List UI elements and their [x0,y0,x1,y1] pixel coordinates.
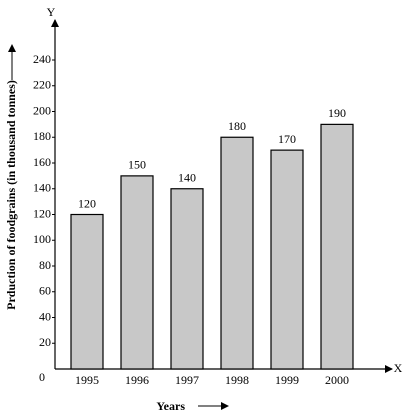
x-tick-label: 1995 [75,373,99,387]
x-tick-label: 1998 [225,373,249,387]
y-tick-label: 60 [39,284,51,298]
value-label: 150 [128,158,146,172]
bar [70,213,104,370]
y-tick-label: 180 [33,129,51,143]
bar [170,188,204,370]
x-tick-label: 1997 [175,373,199,387]
value-label: 120 [78,196,96,210]
y-tick-label: 140 [33,181,51,195]
y-axis-name: Y [47,5,56,19]
x-tick-label: 1996 [125,373,149,387]
value-label: 140 [178,171,196,185]
y-tick-label: 80 [39,258,51,272]
value-label: 190 [328,106,346,120]
y-tick-label: 100 [33,232,51,246]
y-tick-label: 220 [33,78,51,92]
x-tick-label: 2000 [325,373,349,387]
bar [320,123,354,370]
bar [270,149,304,370]
value-label: 180 [228,119,246,133]
y-tick-label: 20 [39,335,51,349]
value-label: 170 [278,132,296,146]
y-tick-label: 120 [33,206,51,220]
y-tick-label: 160 [33,155,51,169]
y-tick-label: 0 [39,370,45,384]
x-axis-label: Years [156,399,185,413]
y-tick-label: 200 [33,103,51,117]
y-axis-label: Prduction of foodgrains (in thousand ton… [4,80,18,310]
bar [220,136,254,370]
bar [120,175,154,370]
x-tick-label: 1999 [275,373,299,387]
y-tick-label: 240 [33,52,51,66]
y-tick-label: 40 [39,309,51,323]
x-axis-name: X [394,361,403,375]
